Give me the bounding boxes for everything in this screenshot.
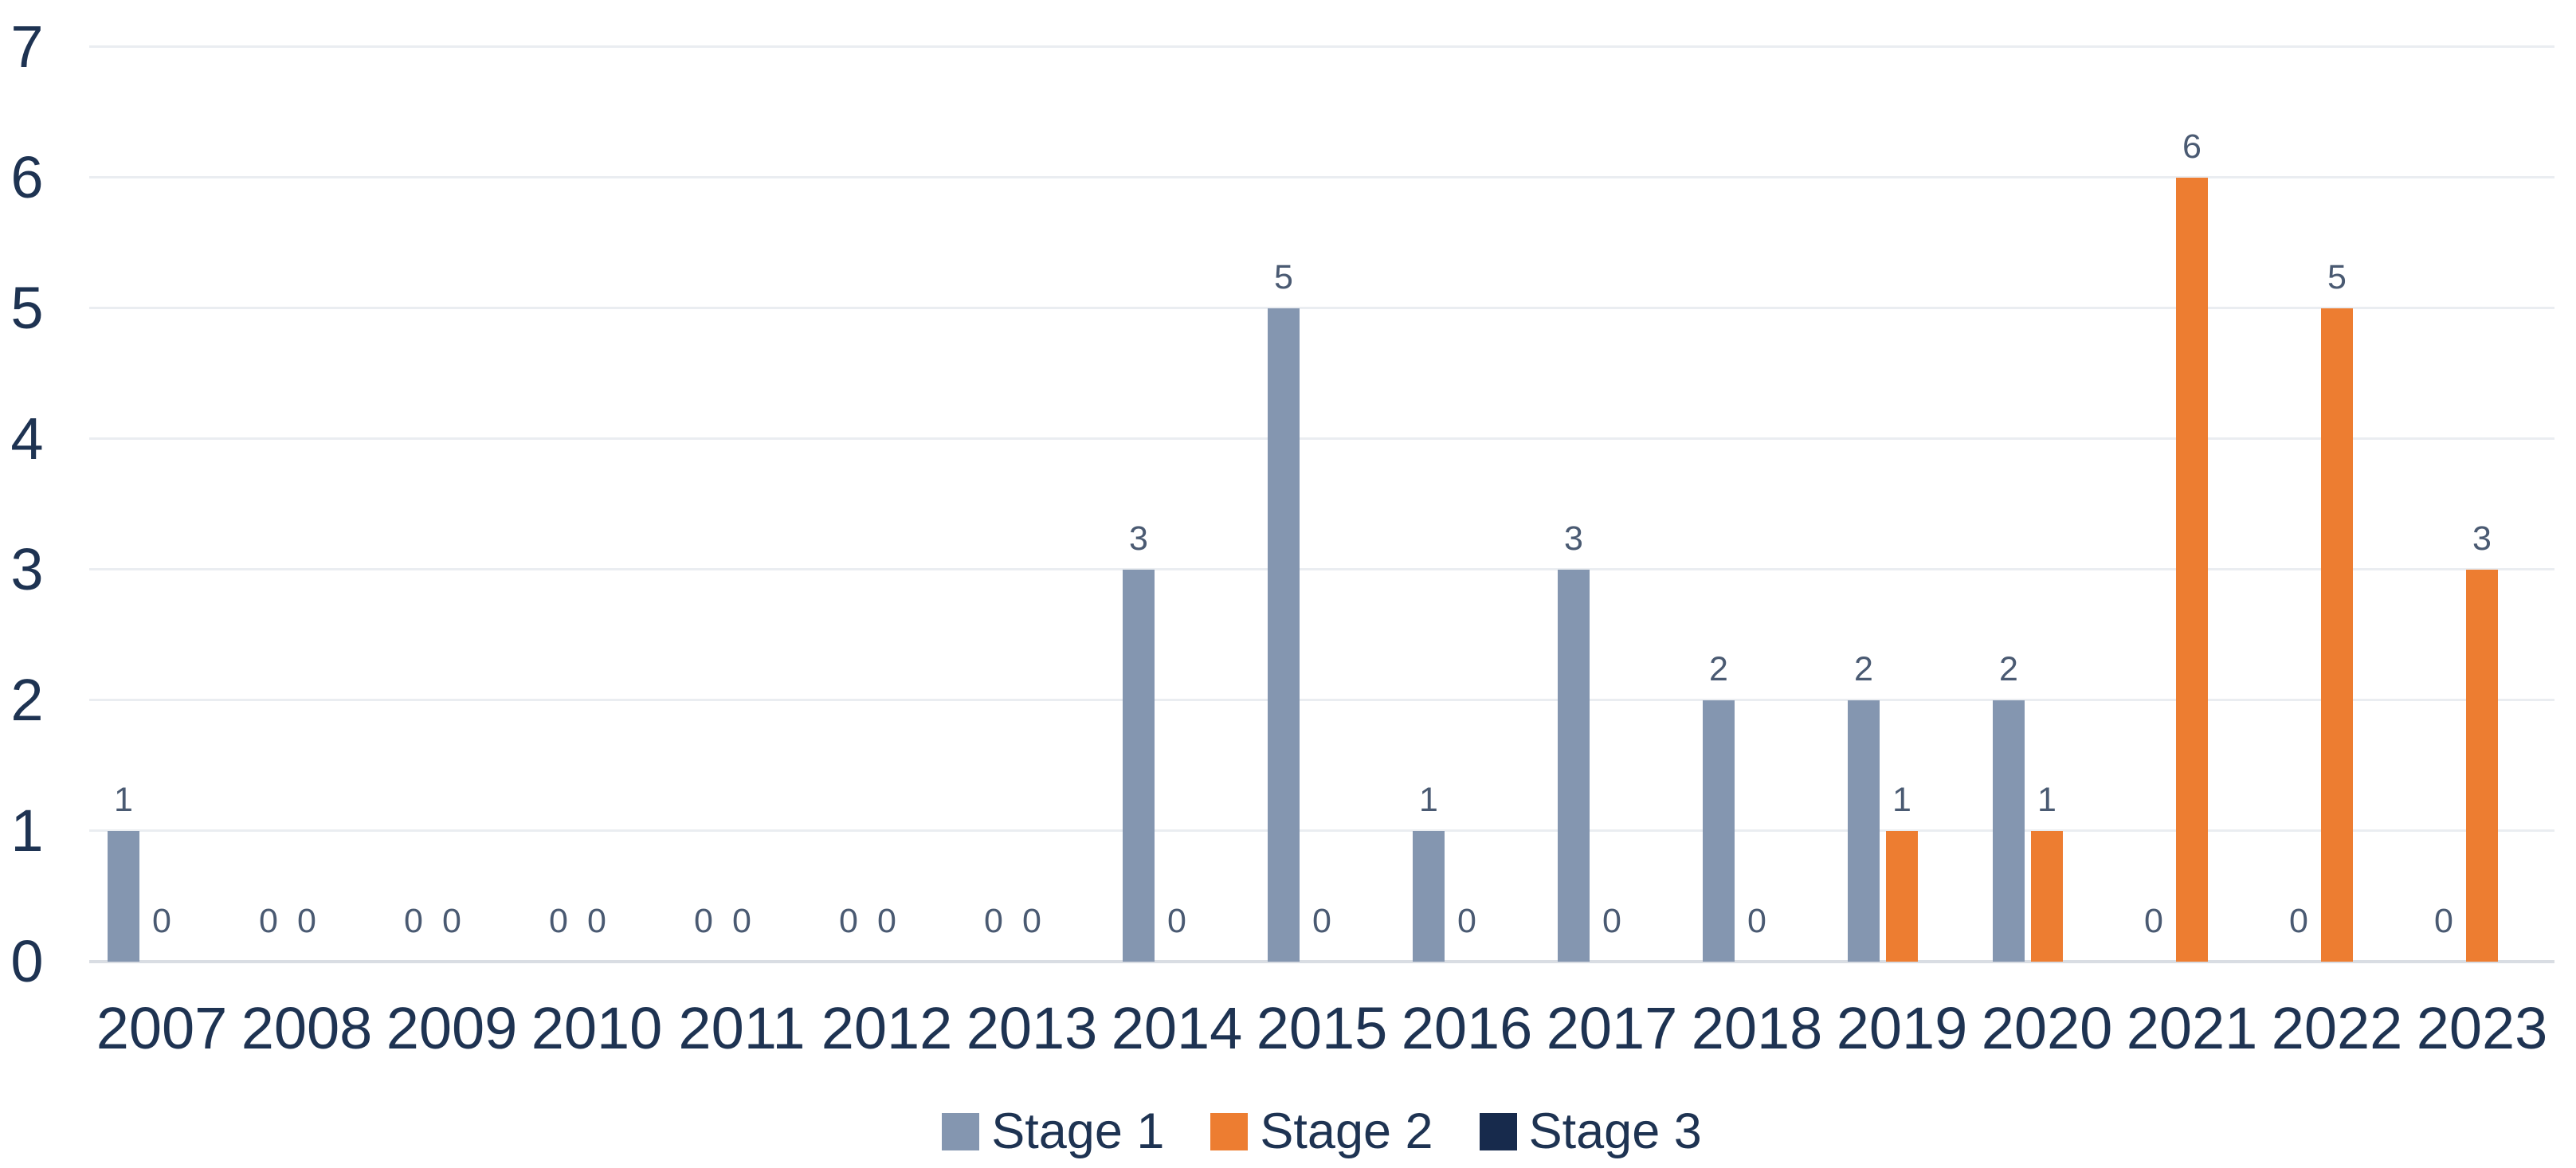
legend-swatch-icon <box>1210 1112 1249 1150</box>
y-axis-tick-label: 6 <box>10 144 44 210</box>
bar-stage1-2016 <box>1413 831 1445 962</box>
data-label: 0 <box>877 902 896 940</box>
bar-stage2-2022 <box>2321 308 2353 962</box>
data-label: 0 <box>152 902 171 940</box>
data-label: 0 <box>1167 902 1186 940</box>
bar-stage1-2014 <box>1123 570 1155 962</box>
x-axis-line <box>89 960 2554 963</box>
y-axis-tick-label: 0 <box>10 928 44 994</box>
data-label: 0 <box>1312 902 1331 940</box>
x-axis-tick-label: 2010 <box>531 995 663 1061</box>
data-label: 1 <box>2037 781 2056 819</box>
bar-stage1-2018 <box>1703 700 1735 962</box>
x-axis-tick-label: 2015 <box>1256 995 1388 1061</box>
data-label: 0 <box>2434 902 2453 940</box>
legend-item-stage-3: Stage 3 <box>1479 1101 1702 1162</box>
bar-stage1-2015 <box>1268 308 1300 962</box>
data-label: 3 <box>1564 519 1583 558</box>
data-label: 0 <box>442 902 461 940</box>
legend: Stage 1 Stage 2 Stage 3 <box>89 1101 2554 1162</box>
x-axis-tick-label: 2019 <box>1836 995 1968 1061</box>
legend-swatch-icon <box>942 1112 980 1150</box>
legend-label: Stage 1 <box>991 1103 1165 1159</box>
bar-stage2-2023 <box>2466 570 2498 962</box>
data-label: 5 <box>1274 258 1293 296</box>
x-axis-tick-label: 2007 <box>96 995 228 1061</box>
data-label: 0 <box>1022 902 1041 940</box>
data-label: 0 <box>1602 902 1621 940</box>
data-label: 0 <box>297 902 316 940</box>
legend-label: Stage 3 <box>1528 1103 1702 1159</box>
data-label: 0 <box>404 902 423 940</box>
data-label: 0 <box>587 902 606 940</box>
data-label: 1 <box>114 781 133 819</box>
data-label: 5 <box>2327 258 2347 296</box>
data-label: 2 <box>1999 650 2018 688</box>
gridline <box>89 699 2554 701</box>
data-label: 0 <box>984 902 1003 940</box>
data-label: 0 <box>2289 902 2308 940</box>
x-axis-tick-label: 2013 <box>966 995 1098 1061</box>
legend-item-stage-2: Stage 2 <box>1210 1101 1433 1162</box>
bar-stage1-2019 <box>1848 700 1880 962</box>
data-label: 0 <box>549 902 568 940</box>
data-label: 1 <box>1419 781 1438 819</box>
x-axis-tick-label: 2011 <box>678 995 806 1061</box>
data-label: 3 <box>1129 519 1148 558</box>
bar-stage1-2017 <box>1558 570 1590 962</box>
y-axis-tick-label: 5 <box>10 275 44 341</box>
x-axis-tick-label: 2020 <box>1981 995 2113 1061</box>
gridline <box>89 437 2554 440</box>
x-axis-tick-label: 2022 <box>2271 995 2403 1061</box>
gridline <box>89 307 2554 309</box>
legend-item-stage-1: Stage 1 <box>942 1101 1164 1162</box>
bar-stage1-2007 <box>108 831 139 962</box>
bar-stage2-2020 <box>2031 831 2063 962</box>
gridline <box>89 176 2554 178</box>
x-axis-tick-label: 2021 <box>2126 995 2258 1061</box>
x-axis-tick-label: 2023 <box>2416 995 2548 1061</box>
data-label: 0 <box>259 902 278 940</box>
gridline <box>89 45 2554 48</box>
data-label: 0 <box>694 902 713 940</box>
x-axis-tick-label: 2009 <box>386 995 518 1061</box>
x-axis-tick-label: 2017 <box>1546 995 1678 1061</box>
data-label: 0 <box>1457 902 1476 940</box>
y-axis-tick-label: 1 <box>10 798 44 864</box>
data-label: 0 <box>2144 902 2163 940</box>
y-axis-tick-label: 7 <box>10 14 44 80</box>
bar-stage1-2020 <box>1993 700 2025 962</box>
x-axis-tick-label: 2016 <box>1401 995 1533 1061</box>
data-label: 0 <box>839 902 858 940</box>
bar-stage2-2021 <box>2176 178 2208 962</box>
x-axis-tick-label: 2008 <box>241 995 373 1061</box>
legend-swatch-icon <box>1479 1112 1517 1150</box>
x-axis-tick-label: 2014 <box>1111 995 1243 1061</box>
data-label: 0 <box>1747 902 1766 940</box>
x-axis-tick-label: 2018 <box>1691 995 1823 1061</box>
legend-label: Stage 2 <box>1260 1103 1433 1159</box>
y-axis-tick-label: 3 <box>10 536 44 602</box>
data-label: 2 <box>1854 650 1873 688</box>
data-label: 1 <box>1892 781 1911 819</box>
gridline <box>89 568 2554 570</box>
gridline <box>89 829 2554 832</box>
x-axis-tick-label: 2012 <box>821 995 953 1061</box>
y-axis-tick-label: 4 <box>10 406 44 472</box>
data-label: 2 <box>1709 650 1728 688</box>
data-label: 3 <box>2472 519 2492 558</box>
bar-stage2-2019 <box>1886 831 1918 962</box>
data-label: 0 <box>732 902 751 940</box>
data-label: 6 <box>2182 127 2202 166</box>
y-axis-tick-label: 2 <box>10 667 44 733</box>
